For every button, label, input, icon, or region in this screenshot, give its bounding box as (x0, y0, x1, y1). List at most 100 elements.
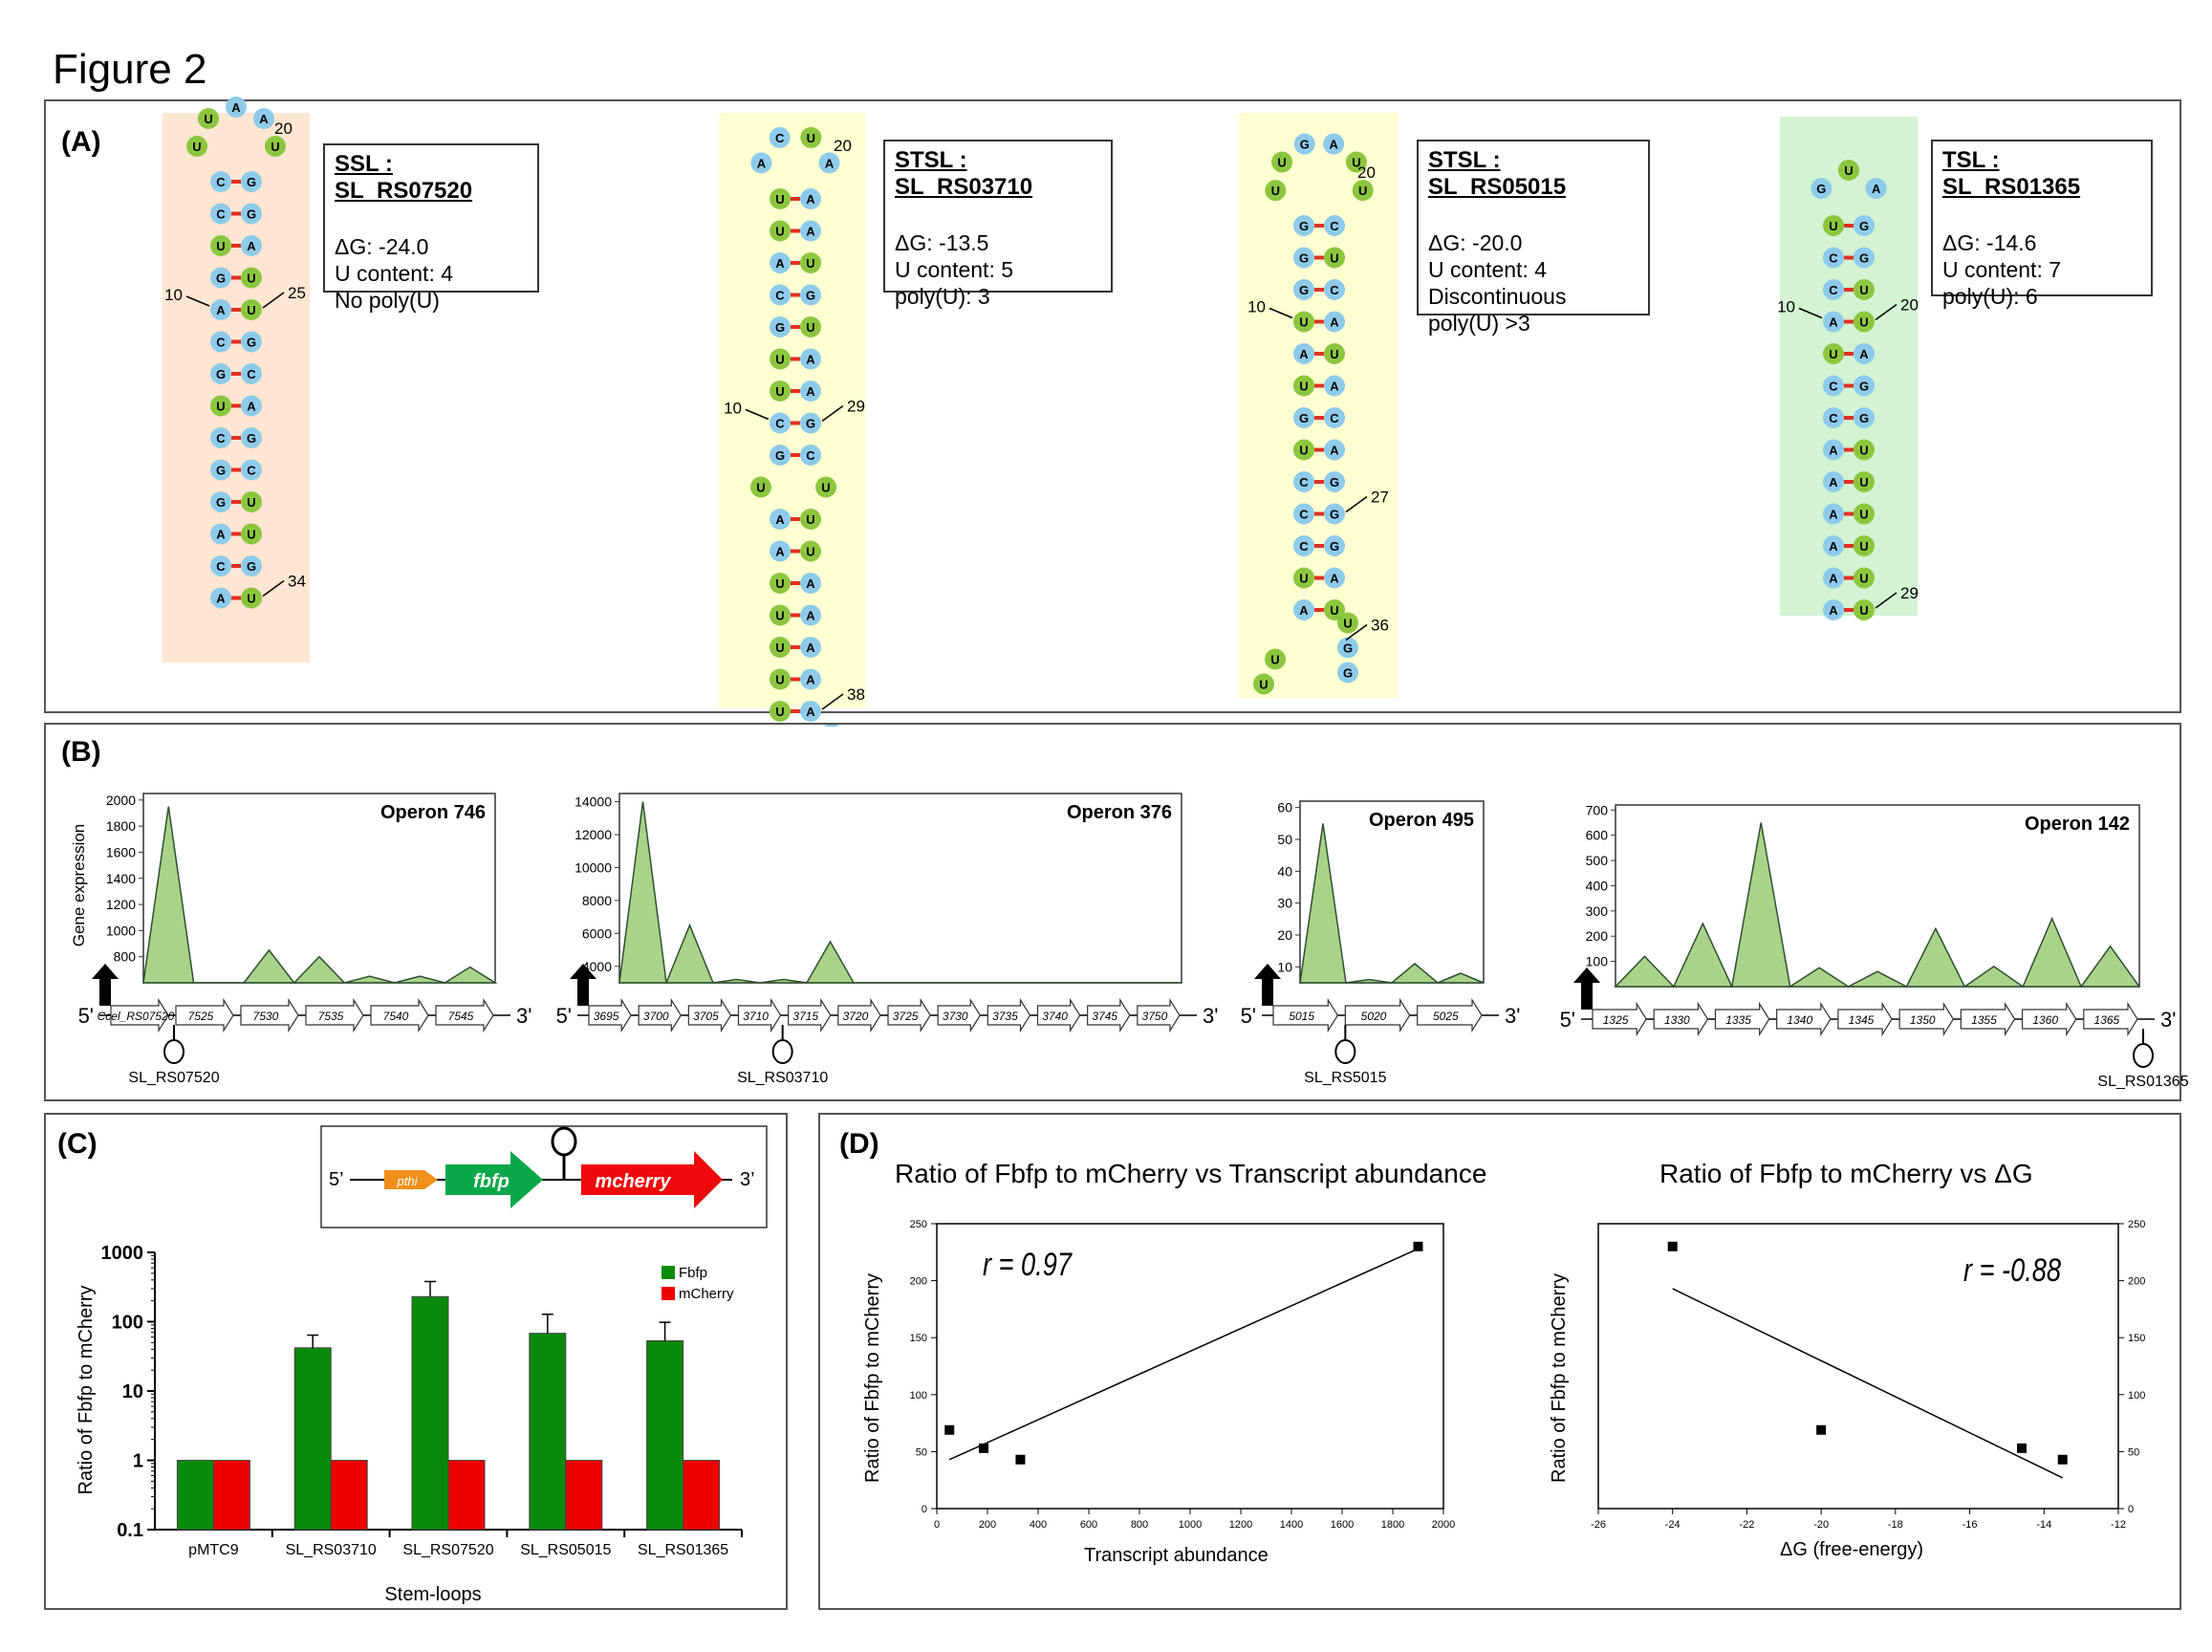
x-tick-label: -24 (1665, 1519, 1681, 1531)
nucleotide-letter: C (1330, 411, 1339, 425)
x-tick-label: 200 (979, 1519, 996, 1531)
nucleotide (1293, 439, 1314, 461)
label-tick (745, 408, 770, 421)
x-tick-label: 0 (934, 1519, 940, 1531)
legend-swatch (661, 1287, 675, 1300)
promoter-arrow (1262, 977, 1273, 1006)
nucleotide (1337, 662, 1358, 684)
bar-fbfp (411, 1295, 449, 1531)
expression-peak (712, 978, 761, 984)
expression-peak (1389, 963, 1441, 984)
expression-peak (292, 955, 347, 984)
nucleotide (770, 445, 791, 466)
nucleotide-letter: U (1299, 315, 1308, 330)
nucleotide (1337, 637, 1358, 659)
data-point (1413, 1241, 1423, 1251)
expression-peak (2022, 916, 2083, 988)
nucleotide-letter: G (1330, 539, 1339, 554)
nucleotide-letter: A (247, 239, 256, 253)
gene-arrow (1087, 997, 1131, 1033)
nucleotide (1293, 503, 1314, 525)
nucleotide-letter: A (1299, 347, 1309, 361)
panel-b-label: (B) (61, 736, 101, 768)
y-tick-label: 1400 (106, 871, 136, 886)
info-box-stsl-05015: STSL : SL_RS05015 ΔG: -20.0 U content: 4… (1417, 140, 1650, 336)
nucleotide (1838, 160, 1859, 181)
expression-peak (1788, 967, 1852, 988)
nucleotide-letter: G (806, 289, 815, 303)
expression-peak (759, 978, 808, 984)
scatter-1-xlabel: Transcript abundance (1084, 1545, 1269, 1566)
gene-arrow (1272, 997, 1339, 1033)
nucleotide (241, 331, 262, 353)
info-line: U content: 4 (335, 261, 454, 286)
info-line: Discontinuous (1428, 284, 1567, 309)
construct-five: 5’ (329, 1169, 344, 1190)
nucleotide-letter: C (1330, 283, 1339, 297)
info-line: U content: 4 (1428, 257, 1548, 282)
expression-peak (142, 806, 195, 984)
nucleotide-letter: A (1330, 572, 1339, 586)
nucleotide-letter: A (1829, 508, 1838, 522)
y-tick-label: 0 (922, 1504, 927, 1515)
nucleotide (750, 476, 771, 498)
nucleotide (1823, 279, 1844, 300)
y-tick-label: 10 (122, 1381, 143, 1402)
nucleotide (770, 348, 791, 370)
stem-loop-label: SL_RS07520 (128, 1070, 219, 1086)
gene-arrow (788, 997, 832, 1033)
nucleotide (210, 267, 231, 289)
stem-loop-label: SL_RS5015 (1304, 1070, 1386, 1086)
x-tick-label: 600 (1080, 1519, 1097, 1531)
gene-arrow (1837, 1001, 1893, 1037)
nucleotide-letter: C (1299, 539, 1309, 554)
nucleotide (800, 188, 821, 209)
nucleotide-letter: U (1859, 475, 1868, 489)
terminator-icon (551, 1126, 577, 1157)
gene-arrow (175, 997, 234, 1033)
gene-label: 7525 (188, 1010, 214, 1023)
nucleotide (800, 412, 821, 434)
nucleotide (241, 587, 262, 609)
nucleotide (210, 235, 231, 256)
structure-bg-1 (163, 113, 310, 663)
nucleotide (1293, 311, 1314, 333)
x-tick-label: -12 (2111, 1519, 2126, 1531)
nucleotide (241, 427, 262, 448)
bar-fbfp (293, 1347, 332, 1531)
nucleotide (241, 203, 262, 225)
nucleotide-letter: G (216, 272, 226, 286)
bar-mcherry (683, 1460, 721, 1531)
info-line: poly(U) >3 (1428, 311, 1530, 336)
nucleotide (818, 152, 840, 174)
nucleotide-letter: G (247, 431, 256, 446)
expression-peak (664, 923, 715, 984)
nucleotide-letter: G (247, 559, 256, 574)
info-title: STSL : SL_RS05015 (1428, 147, 1567, 200)
nucleotide-letter: G (1859, 380, 1869, 394)
nucleotide (1324, 247, 1345, 269)
gene-label: 3725 (893, 1010, 919, 1023)
gene-arrow (305, 997, 364, 1033)
nucleotide (1293, 567, 1314, 589)
label-tick (1875, 303, 1898, 321)
nucleotide-letter: G (247, 175, 256, 189)
legend-label: mCherry (679, 1286, 734, 1302)
five-prime: 5' (556, 1004, 572, 1028)
x-tick-label: -14 (2036, 1519, 2051, 1531)
nucleotide-letter: C (216, 431, 226, 446)
gene-label: 1340 (1787, 1013, 1812, 1027)
nucleotide-letter: U (271, 140, 279, 154)
nucleotide (1293, 133, 1315, 155)
nucleotide (770, 668, 791, 690)
nucleotide-letter: U (1299, 572, 1308, 586)
data-point (1015, 1454, 1026, 1465)
nucleotide (210, 427, 231, 448)
fit-line (948, 1248, 1419, 1461)
y-tick-label: 0 (2128, 1504, 2134, 1515)
label-tick (1798, 307, 1823, 319)
gene-arrow (1417, 997, 1483, 1033)
nucleotide (1271, 151, 1293, 173)
nucleotide-letter: U (1330, 347, 1338, 361)
nucleotide (770, 637, 791, 658)
